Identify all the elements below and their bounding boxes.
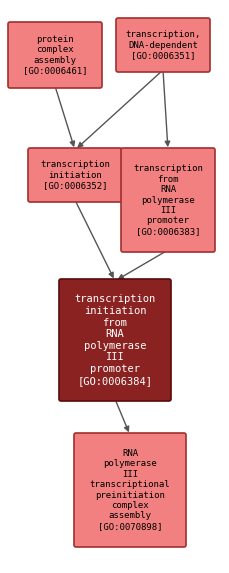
Text: transcription,
DNA-dependent
[GO:0006351]: transcription, DNA-dependent [GO:0006351… <box>125 30 200 60</box>
Text: protein
complex
assembly
[GO:0006461]: protein complex assembly [GO:0006461] <box>23 35 87 75</box>
Text: transcription
initiation
[GO:0006352]: transcription initiation [GO:0006352] <box>40 160 109 190</box>
FancyBboxPatch shape <box>74 433 185 547</box>
FancyBboxPatch shape <box>120 148 214 252</box>
Text: RNA
polymerase
III
transcriptional
preinitiation
complex
assembly
[GO:0070898]: RNA polymerase III transcriptional prein… <box>89 449 169 531</box>
Text: transcription
from
RNA
polymerase
III
promoter
[GO:0006383]: transcription from RNA polymerase III pr… <box>133 164 202 236</box>
FancyBboxPatch shape <box>115 18 209 72</box>
Text: transcription
initiation
from
RNA
polymerase
III
promoter
[GO:0006384]: transcription initiation from RNA polyme… <box>74 295 155 386</box>
FancyBboxPatch shape <box>59 279 170 401</box>
FancyBboxPatch shape <box>8 22 101 88</box>
FancyBboxPatch shape <box>28 148 121 202</box>
